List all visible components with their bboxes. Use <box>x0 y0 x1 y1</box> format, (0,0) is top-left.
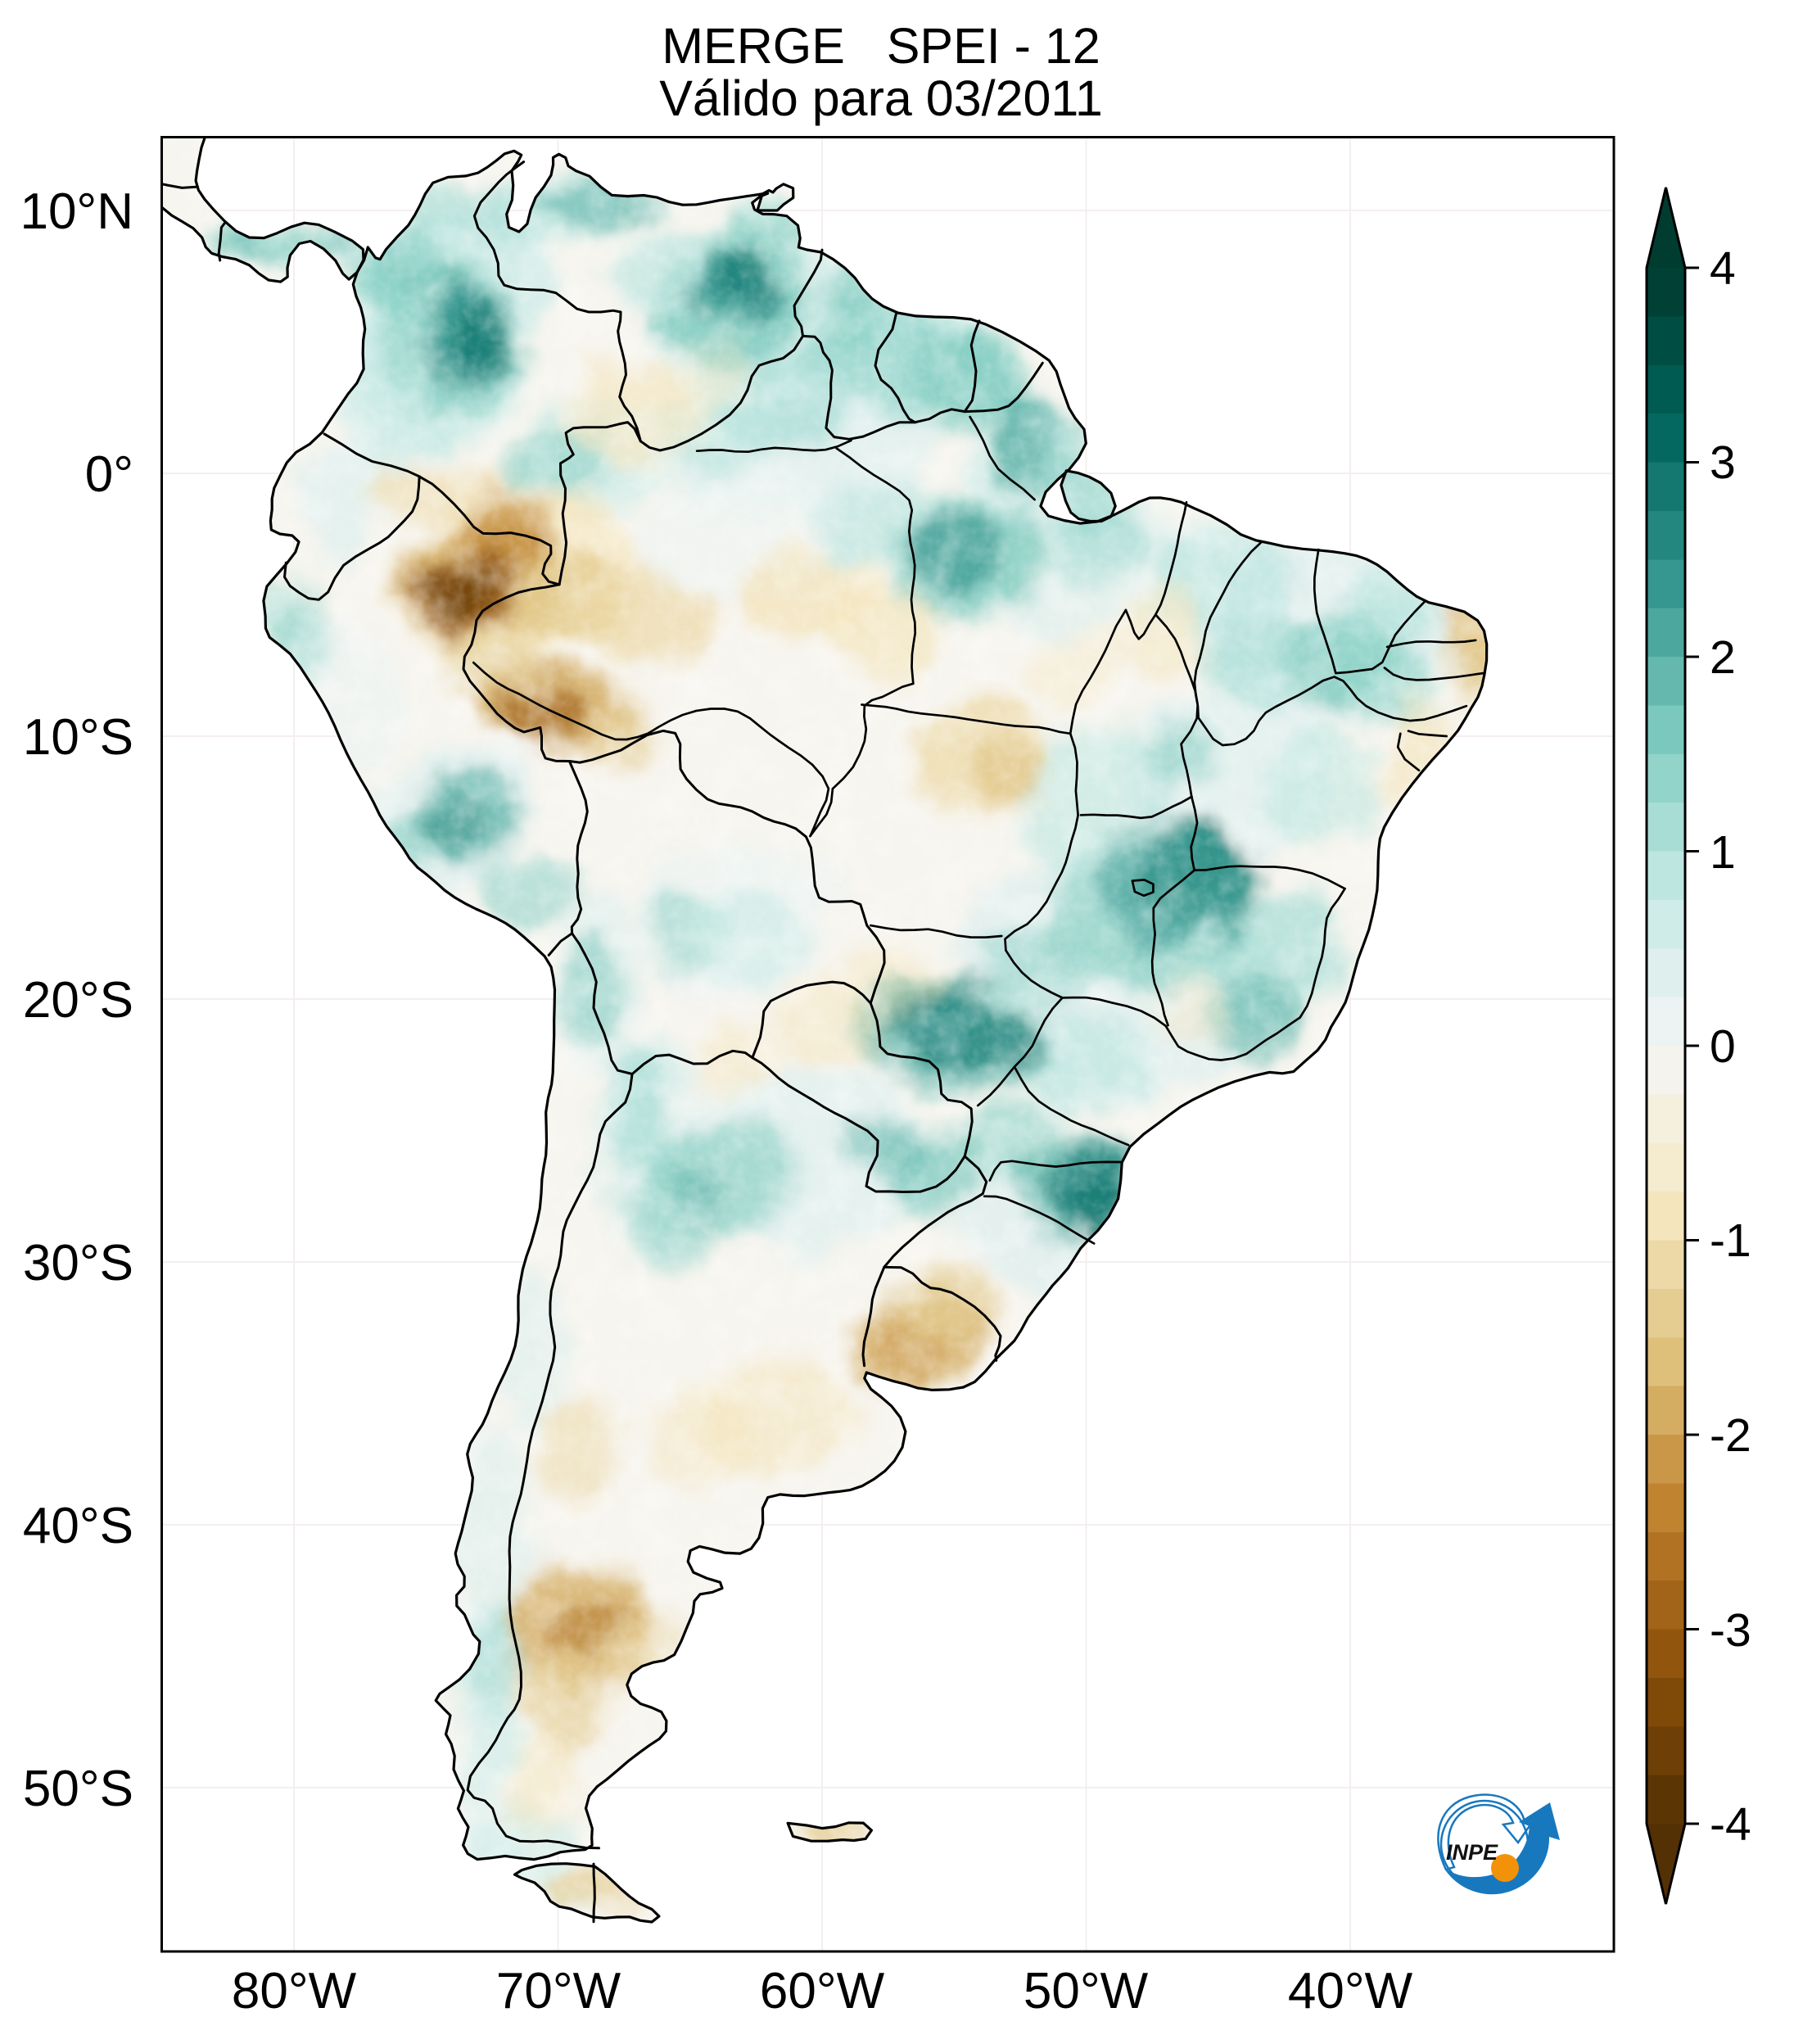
svg-text:-2: -2 <box>1710 1409 1751 1462</box>
svg-text:20°S: 20°S <box>23 972 133 1029</box>
svg-text:0: 0 <box>1710 1020 1736 1073</box>
svg-text:10°S: 10°S <box>23 709 133 766</box>
svg-text:40°W: 40°W <box>1288 1963 1413 2019</box>
svg-text:50°W: 50°W <box>1024 1963 1149 2019</box>
svg-text:70°W: 70°W <box>496 1963 621 2019</box>
svg-text:50°S: 50°S <box>23 1761 133 1817</box>
svg-text:3: 3 <box>1710 436 1736 489</box>
svg-text:4: 4 <box>1710 242 1736 295</box>
svg-text:10°N: 10°N <box>20 183 133 240</box>
svg-text:-4: -4 <box>1710 1798 1751 1851</box>
svg-text:1: 1 <box>1710 826 1736 879</box>
svg-text:2: 2 <box>1710 631 1736 684</box>
svg-text:30°S: 30°S <box>23 1235 133 1291</box>
svg-text:MERGE SPEI - 12: MERGE SPEI - 12 <box>662 18 1100 74</box>
svg-text:-1: -1 <box>1710 1214 1751 1267</box>
svg-text:-3: -3 <box>1710 1604 1751 1657</box>
svg-text:Válido para 03/2011: Válido para 03/2011 <box>659 70 1103 126</box>
svg-text:80°W: 80°W <box>232 1963 357 2019</box>
svg-text:40°S: 40°S <box>23 1498 133 1554</box>
svg-text:INPE: INPE <box>1446 1840 1498 1865</box>
svg-text:60°W: 60°W <box>760 1963 885 2019</box>
svg-text:0°: 0° <box>85 446 133 503</box>
